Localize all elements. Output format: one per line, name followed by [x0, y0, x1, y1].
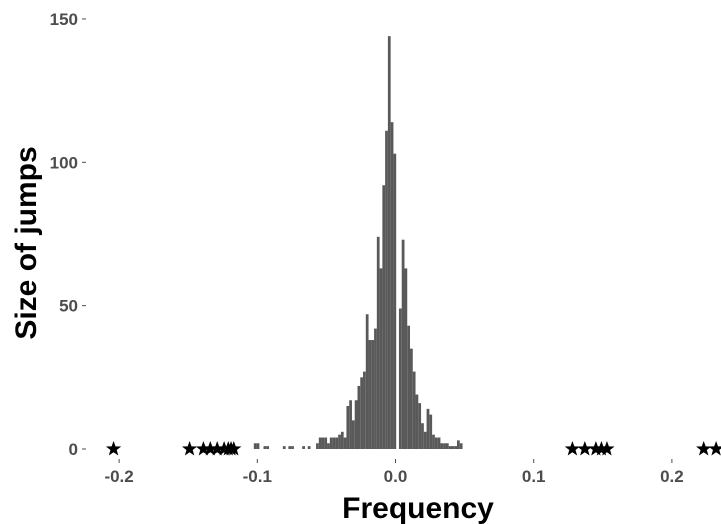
histogram-bar — [327, 443, 330, 449]
star-marker — [226, 441, 242, 456]
histogram-bar — [307, 446, 311, 449]
histogram-bar — [324, 437, 328, 449]
histogram-bar — [407, 325, 411, 449]
histogram-bar — [459, 443, 463, 449]
histogram-bar — [404, 268, 408, 449]
histogram-bar — [363, 371, 366, 449]
x-axis-title: Frequency — [342, 492, 494, 524]
y-tick-label: 100 — [50, 153, 78, 172]
histogram-bar — [263, 446, 267, 449]
histogram-bar — [354, 400, 358, 449]
x-axis: -0.2 -0.1 0.0 0.1 0.2 — [104, 459, 684, 486]
star-marker — [599, 441, 615, 456]
histogram-bar — [288, 446, 292, 449]
x-tick-label: 0.2 — [660, 467, 684, 486]
histogram-bar — [445, 443, 449, 449]
histogram-bar — [398, 308, 402, 449]
star-markers — [105, 441, 721, 456]
histogram-bar — [256, 443, 260, 449]
star-marker — [181, 441, 198, 456]
histogram-bar — [451, 446, 455, 449]
histogram-bar — [318, 437, 322, 449]
y-axis: 0 50 100 150 — [50, 10, 86, 459]
histogram-bar — [457, 440, 460, 449]
histogram-bar — [321, 437, 325, 449]
histogram-bar — [376, 236, 380, 449]
histogram-bar — [357, 385, 361, 449]
histogram-bar — [410, 348, 413, 449]
y-axis-title: Size of jumps — [10, 146, 43, 339]
histogram-bar — [390, 122, 394, 449]
histogram-bar — [421, 423, 424, 449]
histogram-bars — [253, 36, 463, 450]
y-tick-label: 150 — [50, 10, 78, 29]
histogram-bar — [415, 394, 419, 449]
histogram-bar — [329, 437, 333, 449]
histogram-bar — [443, 443, 446, 449]
x-tick-label: 0.0 — [384, 467, 408, 486]
star-marker — [708, 441, 721, 456]
histogram-bar — [365, 314, 369, 449]
histogram-bar — [382, 185, 386, 450]
histogram-bar — [418, 403, 422, 449]
star-marker — [195, 441, 212, 456]
histogram-bar — [338, 434, 341, 450]
histogram-bar — [423, 431, 427, 449]
star-marker — [588, 441, 604, 456]
histogram-bar — [302, 446, 305, 449]
histogram-bar — [371, 340, 375, 449]
histogram-bar — [349, 400, 352, 449]
histogram-bar — [401, 239, 405, 449]
histogram-bar — [454, 446, 457, 449]
y-tick-label: 0 — [69, 440, 78, 459]
histogram-bar — [437, 437, 441, 449]
histogram-bar — [316, 443, 319, 449]
x-tick-label: -0.1 — [243, 467, 272, 486]
histogram-bar — [393, 153, 397, 449]
histogram-bar — [448, 446, 452, 449]
histogram-bar — [368, 340, 372, 449]
histogram-bar — [434, 437, 438, 449]
star-marker — [209, 441, 225, 456]
star-marker — [564, 441, 580, 456]
histogram-bar — [282, 446, 286, 449]
histogram-bar — [335, 437, 339, 449]
histogram-bar — [426, 408, 430, 449]
star-marker — [577, 441, 593, 456]
star-marker — [696, 441, 712, 456]
histogram-bar — [385, 130, 388, 449]
histogram-bar — [387, 36, 391, 450]
histogram-bar — [374, 328, 377, 449]
x-tick-label: 0.1 — [522, 467, 546, 486]
histogram-bar — [432, 434, 435, 450]
histogram-bar — [266, 446, 270, 449]
histogram-bar — [253, 443, 257, 449]
histogram-bar — [340, 431, 344, 449]
histogram-bar — [346, 406, 350, 450]
x-tick-label: -0.2 — [104, 467, 133, 486]
histogram-bar — [351, 420, 355, 449]
histogram-bar — [440, 443, 444, 449]
star-marker — [105, 441, 122, 456]
star-marker — [593, 441, 610, 456]
y-tick-label: 50 — [59, 297, 78, 316]
histogram-bar — [360, 377, 364, 449]
histogram-bar — [412, 371, 416, 449]
histogram-bar — [291, 446, 294, 449]
histogram-bar — [429, 414, 433, 449]
histogram-bar — [332, 437, 336, 449]
histogram-bar — [343, 437, 347, 449]
histogram-bar — [379, 268, 383, 449]
star-marker — [202, 441, 218, 456]
